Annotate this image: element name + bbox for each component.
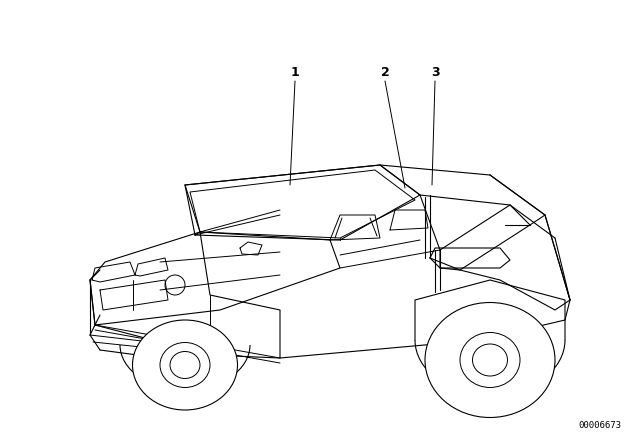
Ellipse shape [472,344,508,376]
Text: 2: 2 [381,66,389,79]
Ellipse shape [132,320,237,410]
Text: 1: 1 [291,66,300,79]
Ellipse shape [170,352,200,379]
Ellipse shape [460,332,520,388]
Text: 3: 3 [431,66,439,79]
Ellipse shape [425,302,555,418]
Ellipse shape [160,343,210,388]
Text: 00006673: 00006673 [579,421,621,430]
